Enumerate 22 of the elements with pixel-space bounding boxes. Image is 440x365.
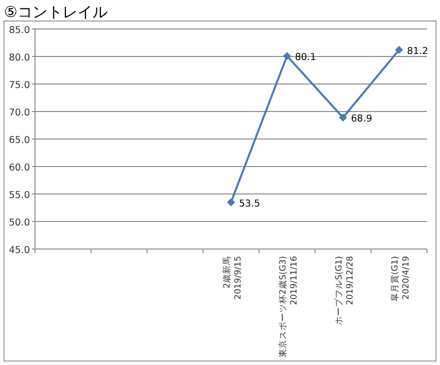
data-label: 68.9 xyxy=(351,114,372,125)
y-tick-label: 45.0 xyxy=(8,245,30,256)
y-tick-label: 55.0 xyxy=(8,190,30,201)
y-tick-label: 75.0 xyxy=(8,80,30,91)
data-label: 53.5 xyxy=(239,198,260,210)
x-tick-label: 東京スポーツ杯2歳S(G3) 2019/11/16 xyxy=(278,256,300,358)
point xyxy=(283,52,291,60)
y-tick-label: 50.0 xyxy=(8,218,30,228)
point xyxy=(339,114,347,122)
x-tick-label: ホープフルS(G1) 2019/12/28 xyxy=(334,256,356,326)
y-tick-label: 70.0 xyxy=(8,108,30,118)
y-tick-label: 80.0 xyxy=(8,52,30,64)
point xyxy=(395,46,403,54)
chart-title: ⑤コントレイル xyxy=(4,3,108,21)
y-tick-label: 65.0 xyxy=(8,135,30,146)
data-label: 80.1 xyxy=(295,52,316,63)
x-tick-label: 2歳新馬 2019/9/15 xyxy=(222,256,244,300)
data-label: 81.2 xyxy=(407,46,428,57)
y-tick-label: 85.0 xyxy=(8,25,30,36)
point xyxy=(227,198,235,206)
y-tick-label: 60.0 xyxy=(8,162,30,174)
x-tick-label: 皐月賞(G1) 2020/4/19 xyxy=(390,256,412,302)
